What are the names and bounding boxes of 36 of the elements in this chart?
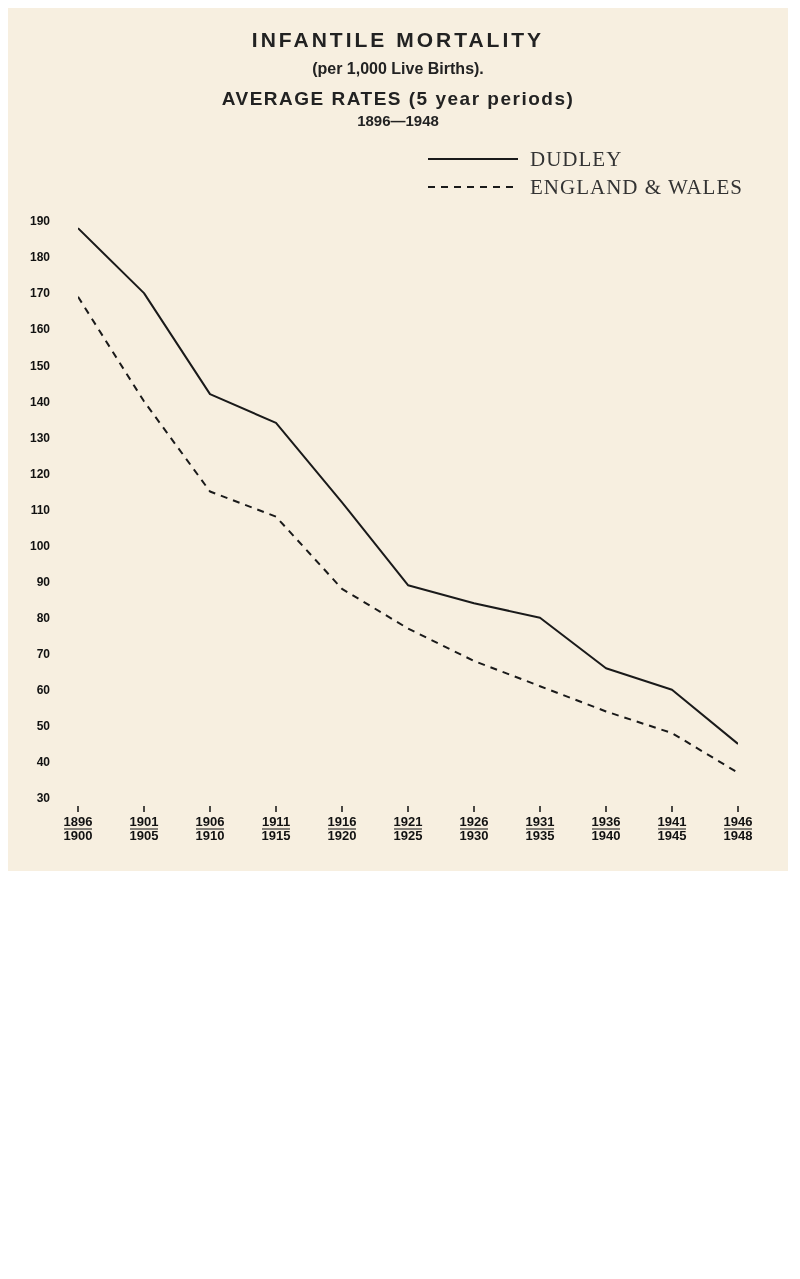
y-tick-label: 130: [29, 430, 51, 445]
x-tick-label: 1916 1920: [327, 814, 357, 843]
x-tick-label: 1931 1935: [525, 814, 555, 843]
y-tick-label: 90: [36, 574, 51, 589]
y-tick-label: 110: [30, 502, 51, 517]
y-tick-label: 50: [36, 719, 51, 734]
x-tick-label: 1911 1915: [261, 814, 291, 843]
line-series: [78, 295, 738, 774]
x-tick-label: 1901 1905: [129, 814, 159, 843]
y-tick-label: 60: [36, 683, 51, 698]
x-tick-label: 1906 1910: [195, 814, 225, 843]
y-tick-label: 170: [29, 286, 51, 301]
y-tick-label: 40: [36, 755, 51, 770]
y-tick-label: 160: [29, 322, 51, 337]
y-tick-label: 120: [29, 466, 51, 481]
x-tick-label: 1921 1925: [393, 814, 423, 843]
y-tick-label: 180: [29, 250, 51, 265]
text: AVERAGE RATES (5 year periods): [220, 88, 576, 110]
legend-label: ENGLAND & WALES: [530, 174, 743, 200]
y-tick-label: 190: [29, 214, 51, 229]
y-tick-label: 70: [36, 647, 51, 662]
y-tick-label: 150: [29, 358, 51, 373]
line-series: [78, 227, 738, 745]
text: 1896—1948: [356, 112, 440, 129]
y-tick-label: 100: [29, 538, 51, 553]
x-tick-label: 1946 1948: [723, 814, 753, 843]
y-tick-label: 80: [36, 610, 51, 625]
x-tick-label: 1941 1945: [657, 814, 687, 843]
x-tick-label: 1896 1900: [63, 814, 93, 843]
legend-label: DUDLEY: [530, 146, 623, 172]
chart-title: INFANTILE MORTALITY: [250, 28, 546, 52]
y-tick-label: 30: [36, 791, 51, 806]
y-tick-label: 140: [29, 394, 51, 409]
x-tick-label: 1926 1930: [459, 814, 489, 843]
x-tick-label: 1936 1940: [591, 814, 621, 843]
chart-subtitle: (per 1,000 Live Births).: [311, 60, 485, 78]
